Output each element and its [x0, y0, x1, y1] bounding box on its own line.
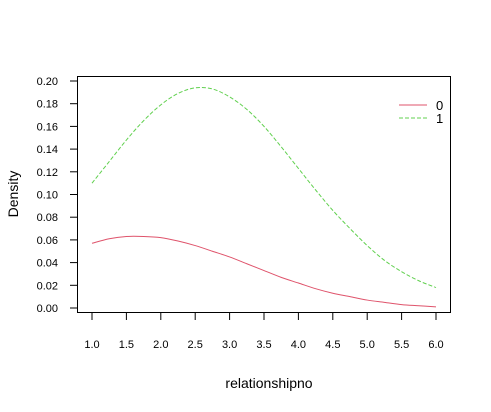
y-tick-label: 0.14 [37, 144, 58, 156]
x-tick-label: 1.0 [84, 339, 99, 351]
x-tick-label: 6.0 [428, 339, 443, 351]
x-tick-label: 1.5 [119, 339, 134, 351]
legend-label-1: 1 [436, 111, 443, 126]
y-tick-label: 0.00 [37, 303, 58, 315]
x-tick-label: 4.5 [325, 339, 340, 351]
y-tick-label: 0.10 [37, 190, 58, 202]
y-axis-title: Density [5, 171, 21, 218]
y-tick-label: 0.06 [37, 235, 58, 247]
series-line-0 [91, 235, 437, 308]
legend: 01 [399, 98, 443, 126]
series-line-1 [91, 86, 437, 289]
y-axis: 0.00 0.02 0.04 0.06 0.08 0.10 0.12 0.14 0.16 0.18… [37, 76, 77, 315]
y-tick-label: 0.18 [37, 99, 58, 111]
x-tick-label: 5.0 [360, 339, 375, 351]
y-tick-label: 0.08 [37, 212, 58, 224]
legend-label-0: 0 [436, 98, 443, 113]
x-axis-title: relationshipno [225, 375, 312, 391]
x-tick-label: 3.0 [222, 339, 237, 351]
x-tick-label: 2.0 [153, 339, 168, 351]
y-tick-label: 0.02 [37, 280, 58, 292]
x-tick-label: 2.5 [188, 339, 203, 351]
y-tick-label: 0.04 [37, 258, 58, 270]
series-layer [91, 86, 437, 308]
x-axis: 1.0 1.5 2.0 2.5 3.0 3.5 4.0 4.5 5.0 5.5 6.0 [84, 313, 444, 351]
y-tick-label: 0.12 [37, 167, 58, 179]
plot-area-frame [77, 76, 451, 313]
x-tick-label: 3.5 [256, 339, 271, 351]
y-tick-label: 0.20 [37, 76, 58, 88]
x-tick-label: 5.5 [394, 339, 409, 351]
x-tick-label: 4.0 [291, 339, 306, 351]
y-tick-label: 0.16 [37, 121, 58, 133]
